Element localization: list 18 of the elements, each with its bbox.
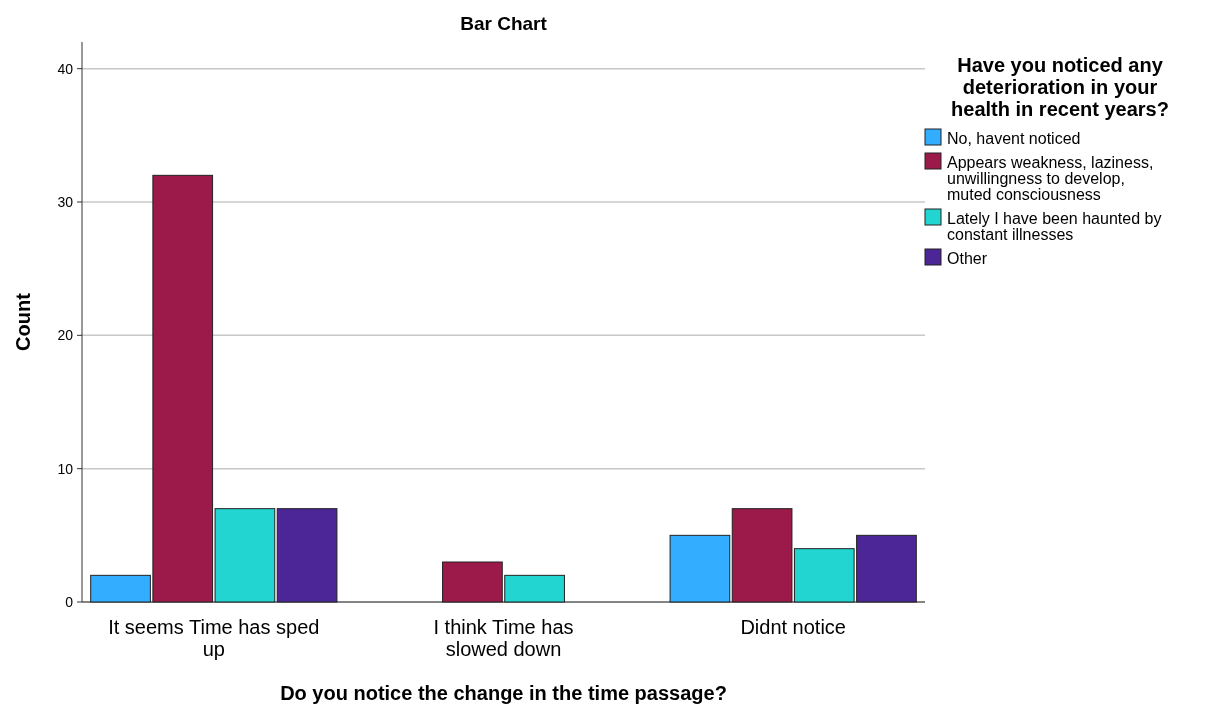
bar [276,508,338,603]
x-tick-label: It seems Time has sped up [108,616,320,660]
y-tick-label: 30 [57,193,74,210]
y-tick-label: 0 [65,593,74,610]
y-axis-title: Count [12,292,34,351]
y-tick-label: 10 [57,460,74,477]
y-tick-label: 20 [57,327,74,344]
x-axis-title: Do you notice the change in the time passage? [280,682,727,704]
legend-label: Other [947,249,988,267]
x-tick-label: I think Time has slowed down [433,616,574,660]
chart-title: Bar Chart [460,13,548,34]
legend-label: Lately I have been haunted by constant illnesses [947,209,1162,243]
legend-title: Have you noticed any deterioration in your health in recent years? [951,54,1169,120]
y-tick-label: 40 [57,60,74,77]
legend-label: No, havent noticed [947,129,1081,147]
bar [669,534,731,603]
x-tick-label: Didnt notice [740,616,846,638]
legend-label: Appears weakness, laziness, unwillingness to develop, muted consciousness [947,153,1154,203]
